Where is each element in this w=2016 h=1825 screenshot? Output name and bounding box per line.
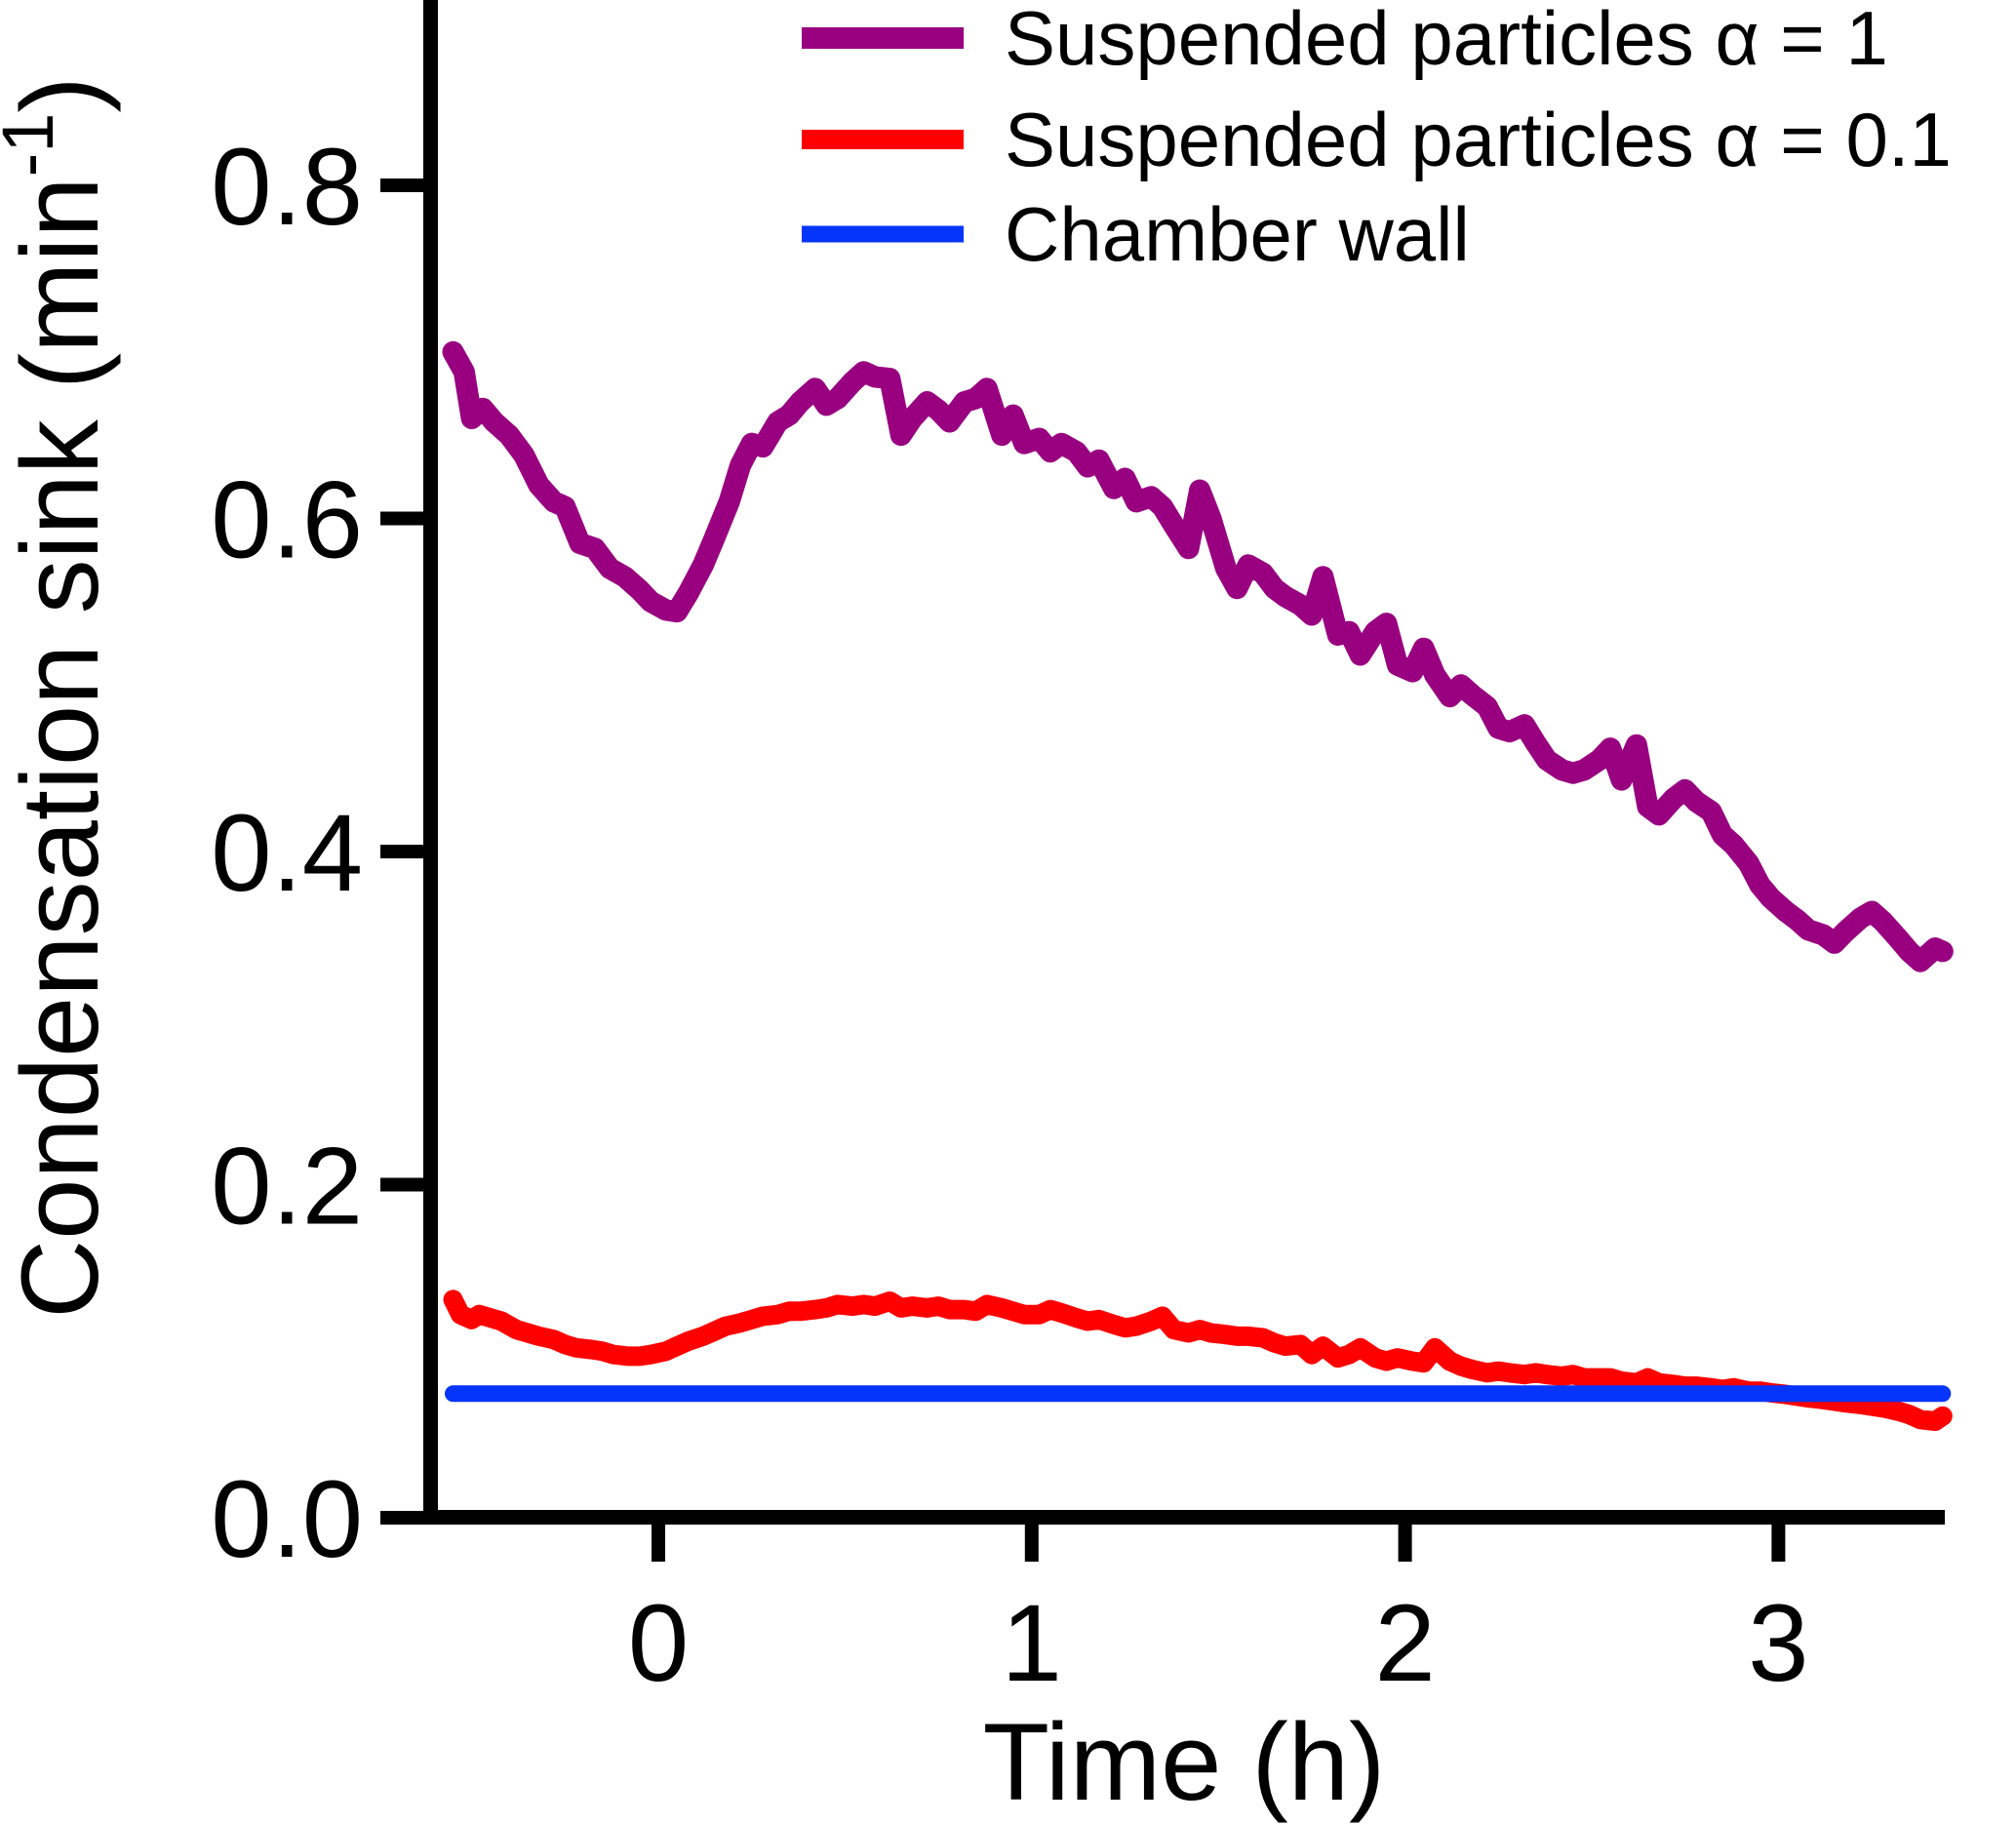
x-tick-label: 3 xyxy=(1748,1582,1808,1704)
legend-label: Chamber wall xyxy=(1005,191,1470,277)
x-tick-mark xyxy=(652,1525,665,1562)
y-tick-mark xyxy=(380,1177,423,1192)
x-tick-mark xyxy=(1398,1525,1412,1562)
y-axis-ticks: 0.0 0.2 0.4 0.6 0.8 xyxy=(211,126,423,1580)
x-axis-ticks: 0 1 2 3 xyxy=(628,1525,1809,1704)
x-tick-mark xyxy=(1771,1525,1786,1562)
legend: Suspended particles α = 1 Suspended parti… xyxy=(802,0,1952,277)
series-suspended-particles-alpha-0.1 xyxy=(443,1289,1953,1431)
y-tick-mark xyxy=(380,179,423,192)
y-tick-mark xyxy=(380,511,423,526)
y-tick-label: 0.2 xyxy=(211,1126,363,1248)
y-tick-label: 0.0 xyxy=(211,1458,363,1580)
y-axis-title: Condensation sink (min-1) xyxy=(0,76,121,1318)
x-axis-line xyxy=(423,1510,1945,1525)
legend-swatch xyxy=(802,130,964,149)
legend-label: Suspended particles α = 0.1 xyxy=(1005,97,1952,182)
y-tick-mark xyxy=(380,845,423,858)
series-suspended-particles-alpha-1 xyxy=(442,340,1954,972)
y-tick-label: 0.8 xyxy=(211,126,363,248)
legend-swatch xyxy=(802,27,964,49)
y-tick-label: 0.6 xyxy=(211,459,363,581)
x-tick-mark xyxy=(1024,1525,1039,1562)
series-group xyxy=(442,340,1954,1431)
x-tick-label: 1 xyxy=(1002,1582,1062,1704)
x-tick-label: 0 xyxy=(628,1582,689,1704)
legend-swatch xyxy=(802,225,964,243)
x-tick-label: 2 xyxy=(1374,1582,1435,1704)
y-tick-label: 0.4 xyxy=(211,792,363,914)
x-axis-title: Time (h) xyxy=(983,1701,1386,1823)
y-tick-mark xyxy=(380,1511,423,1525)
y-axis-line xyxy=(423,0,438,1525)
legend-label: Suspended particles α = 1 xyxy=(1005,0,1888,81)
